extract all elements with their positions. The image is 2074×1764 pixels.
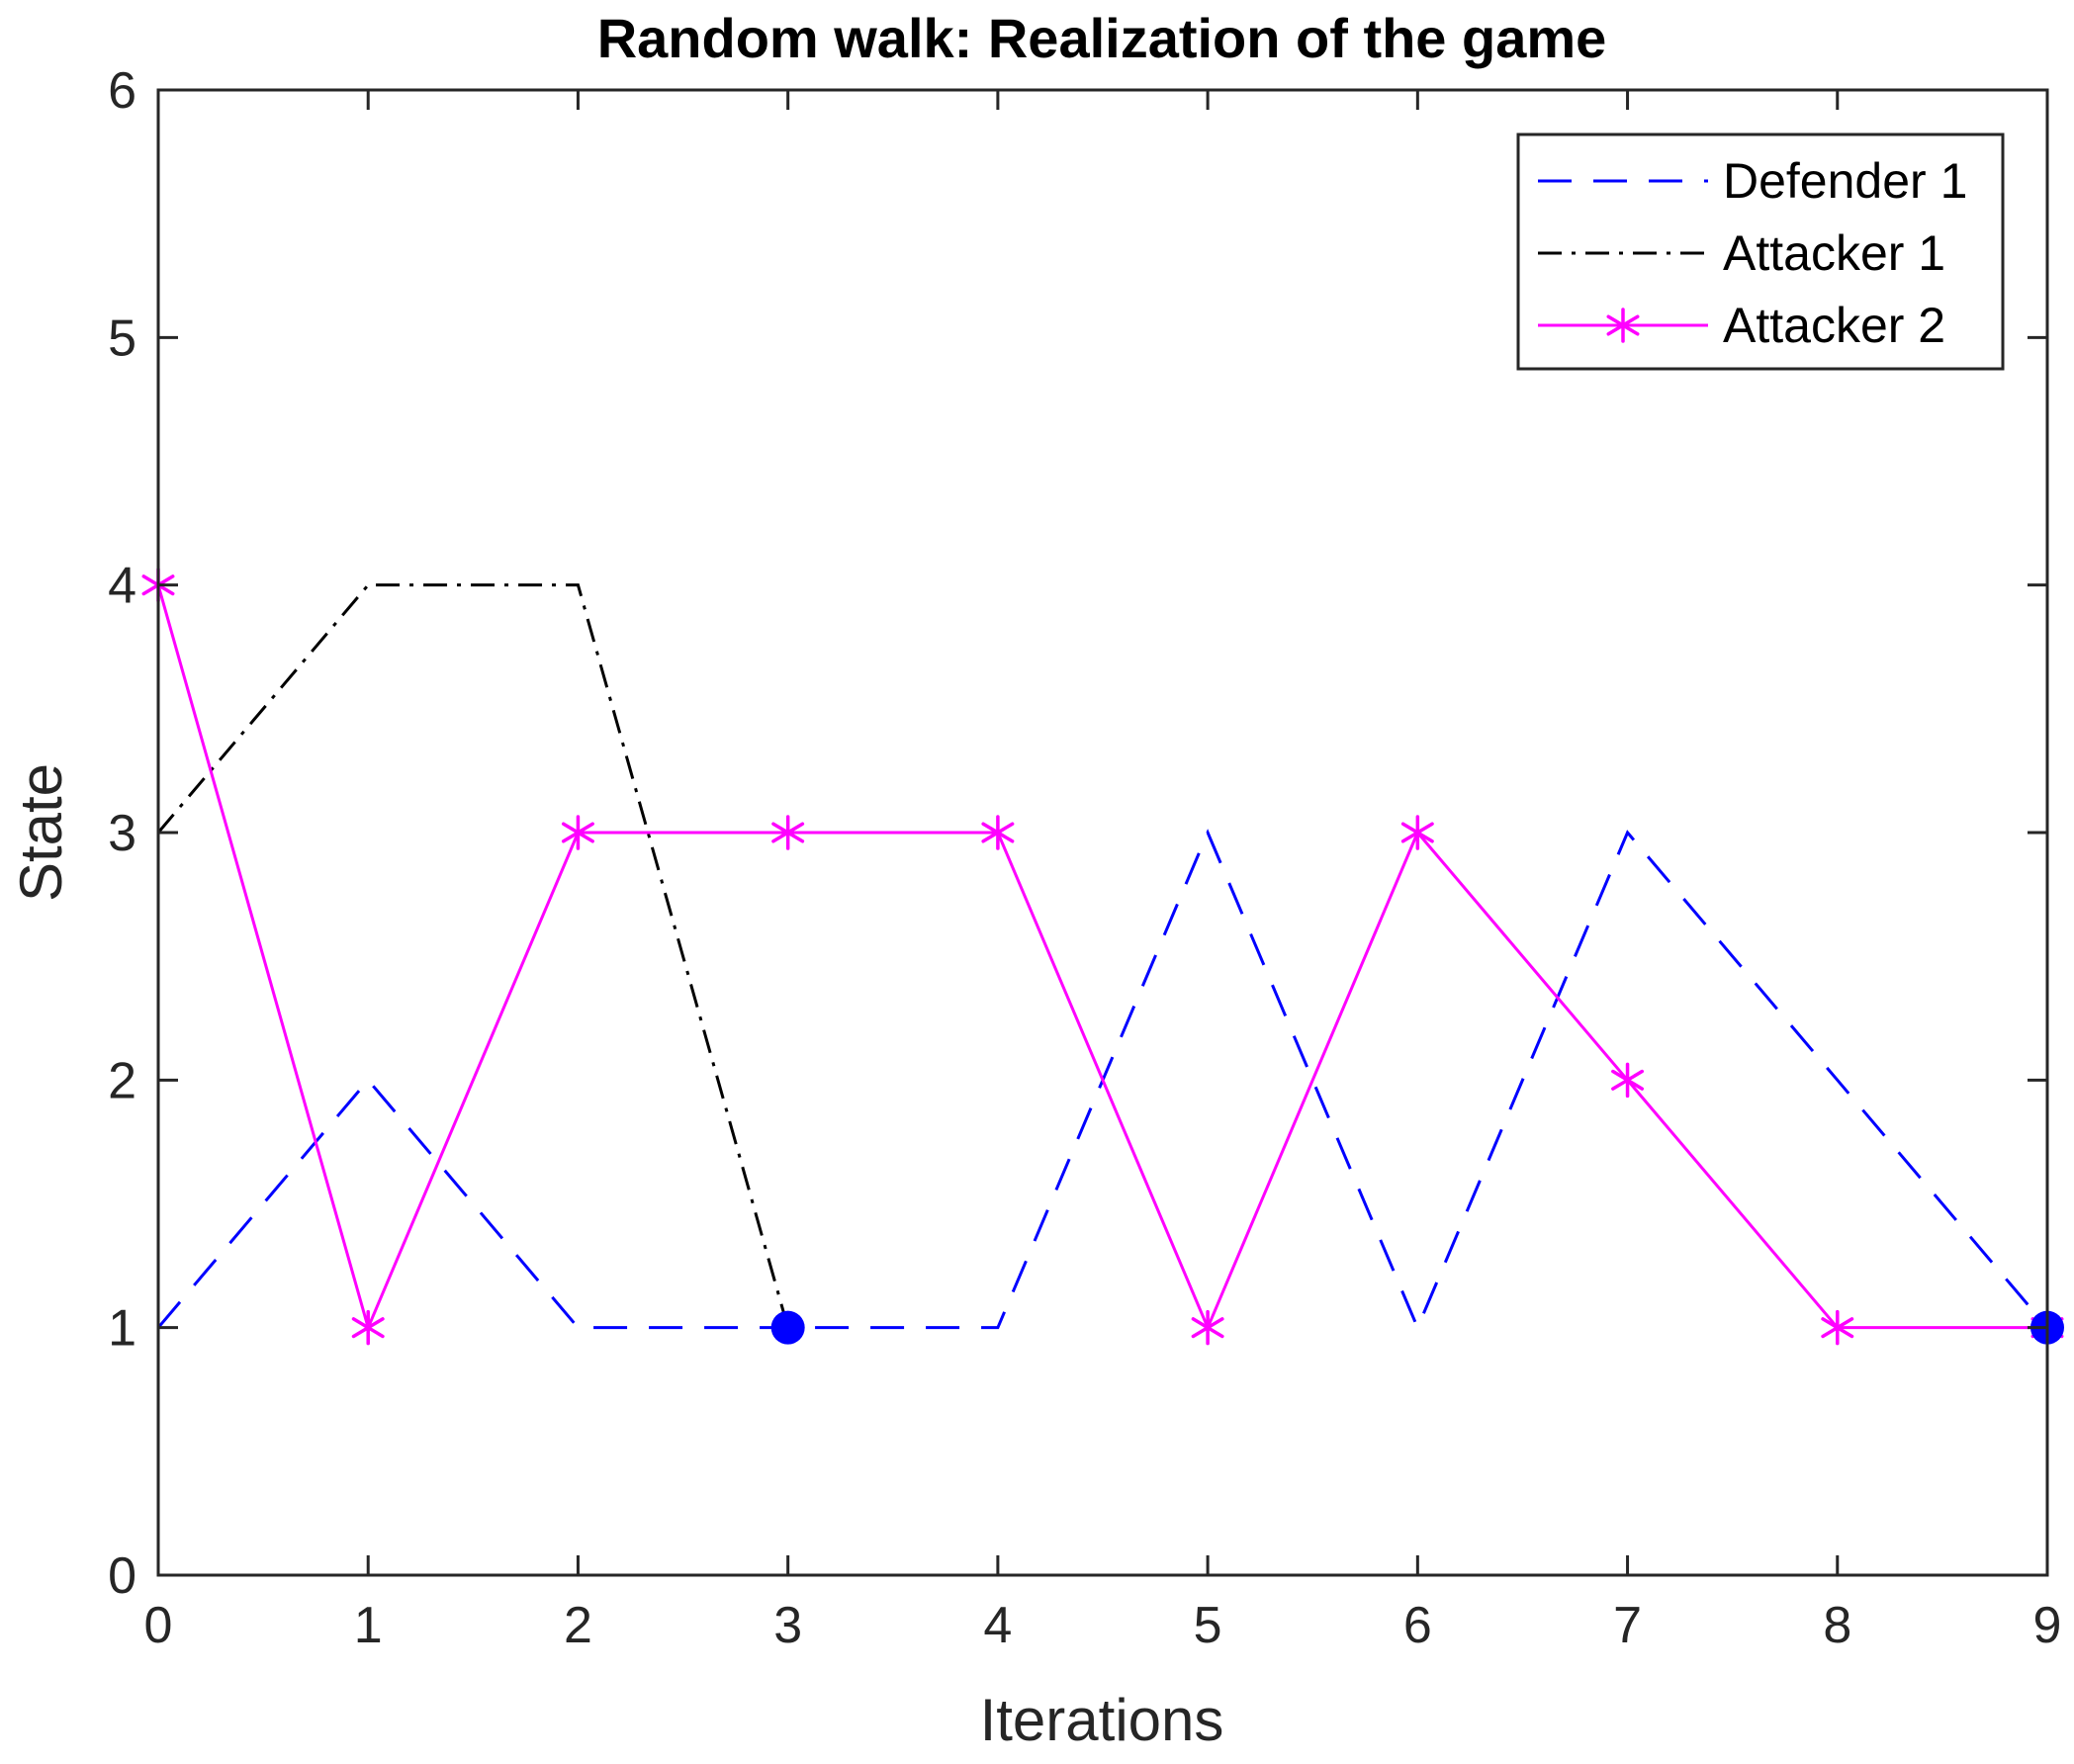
x-tick-label-5: 5 [1194, 1597, 1222, 1654]
legend-label-3: Attacker 2 [1723, 298, 1945, 353]
series-3-point-9 [1821, 1309, 1854, 1346]
series-3-point-4 [771, 815, 805, 850]
x-tick-label-8: 8 [1823, 1597, 1851, 1654]
y-tick-label-0: 0 [108, 1547, 136, 1605]
y-tick-label-2: 2 [108, 1052, 136, 1109]
series-3-point-6 [1191, 1309, 1224, 1346]
y-axis-label: State [8, 763, 74, 902]
x-tick-label-0: 0 [144, 1597, 173, 1654]
legend-label-2: Attacker 1 [1723, 225, 1945, 281]
series-3-point-7 [1400, 815, 1434, 850]
x-tick-label-7: 7 [1613, 1597, 1642, 1654]
chart-title: Random walk: Realization of the game [597, 7, 1607, 69]
legend: Defender 1 Attacker 1 Attacker 2 [1516, 132, 2005, 371]
series-line-2 [156, 583, 790, 1329]
x-tick-label-4: 4 [983, 1597, 1012, 1654]
legend-label-1: Defender 1 [1723, 153, 1967, 209]
tick-layer: 0 1 2 3 4 5 6 7 8 9 0 1 2 3 4 5 6 [108, 62, 2061, 1654]
y-tick-label-3: 3 [108, 805, 136, 862]
x-axis-label: Iterations [980, 1687, 1224, 1753]
series-3-point-2 [351, 1309, 385, 1346]
series-3-point-8 [1611, 1062, 1645, 1099]
plot-content [141, 567, 2064, 1346]
x-tick-label-9: 9 [2033, 1597, 2062, 1654]
series-3-point-3 [561, 815, 594, 850]
x-tick-label-1: 1 [354, 1597, 383, 1654]
y-tick-label-1: 1 [108, 1300, 136, 1358]
x-tick-label-6: 6 [1403, 1597, 1432, 1654]
y-tick-label-6: 6 [108, 62, 136, 120]
capture-point-1 [770, 1310, 805, 1345]
legend-marker-3 [1606, 308, 1640, 343]
x-tick-label-3: 3 [773, 1597, 802, 1654]
series-line-3 [156, 584, 2047, 1333]
y-tick-label-4: 4 [108, 558, 136, 615]
y-tick-label-5: 5 [108, 309, 136, 367]
x-tick-label-2: 2 [564, 1597, 592, 1654]
series-3-point-5 [981, 815, 1015, 850]
